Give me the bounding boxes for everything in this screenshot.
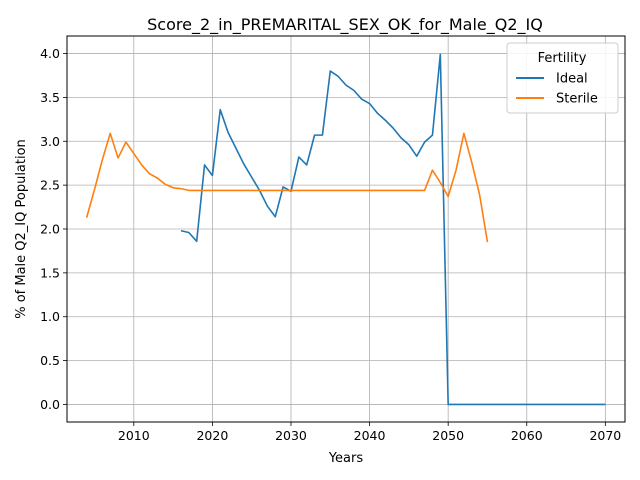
y-tick-label: 0.5 — [40, 353, 60, 368]
y-tick-label: 4.0 — [40, 46, 60, 61]
legend: Fertility Ideal Sterile — [506, 42, 619, 114]
x-tick-label: 2030 — [275, 428, 307, 443]
x-tick-label: 2040 — [354, 428, 386, 443]
legend-label-sterile: Sterile — [556, 92, 598, 107]
legend-title: Fertility — [538, 51, 587, 66]
x-axis-label: Years — [328, 451, 364, 466]
y-tick-label: 2.0 — [40, 222, 60, 237]
series-lines — [85, 53, 606, 406]
y-tick-label: 3.5 — [40, 90, 60, 105]
legend-label-ideal: Ideal — [556, 72, 588, 87]
x-axis-ticks: 2010 2020 2030 2040 2050 2060 2070 — [118, 422, 621, 443]
y-tick-label: 0.0 — [40, 397, 60, 412]
legend-box — [506, 42, 619, 114]
y-axis-ticks: 0.0 0.5 1.0 1.5 2.0 2.5 3.0 3.5 4.0 — [40, 46, 67, 412]
y-tick-label: 2.5 — [40, 178, 60, 193]
x-tick-label: 2070 — [589, 428, 621, 443]
series-line-sterile — [85, 132, 489, 243]
x-tick-label: 2060 — [511, 428, 543, 443]
y-axis-label: % of Male Q2_IQ Population — [14, 139, 29, 319]
chart-title: Score_2_in_PREMARITAL_SEX_OK_for_Male_Q2… — [147, 15, 543, 35]
y-tick-label: 1.0 — [40, 309, 60, 324]
x-tick-label: 2010 — [118, 428, 150, 443]
x-tick-label: 2050 — [432, 428, 464, 443]
x-tick-label: 2020 — [196, 428, 228, 443]
series-line-ideal — [180, 53, 606, 406]
y-tick-label: 1.5 — [40, 265, 60, 280]
y-tick-label: 3.0 — [40, 134, 60, 149]
